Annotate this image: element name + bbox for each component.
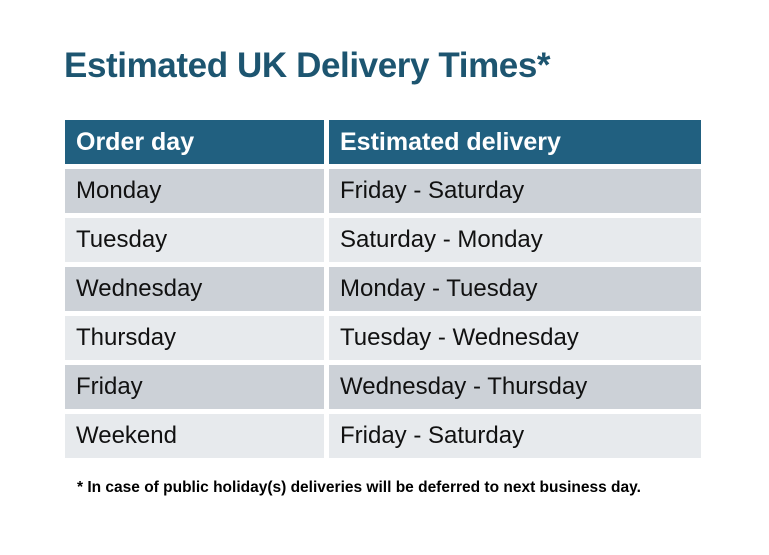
column-header-estimated-delivery: Estimated delivery: [329, 120, 701, 164]
cell-order-day: Thursday: [65, 316, 324, 360]
cell-order-day: Tuesday: [65, 218, 324, 262]
cell-order-day: Friday: [65, 365, 324, 409]
cell-order-day: Monday: [65, 169, 324, 213]
footnote: * In case of public holiday(s) deliverie…: [77, 479, 641, 496]
page-title: Estimated UK Delivery Times*: [64, 46, 551, 85]
cell-estimated-delivery: Tuesday - Wednesday: [329, 316, 701, 360]
cell-estimated-delivery: Wednesday - Thursday: [329, 365, 701, 409]
cell-estimated-delivery: Monday - Tuesday: [329, 267, 701, 311]
cell-estimated-delivery: Friday - Saturday: [329, 414, 701, 458]
cell-estimated-delivery: Friday - Saturday: [329, 169, 701, 213]
cell-order-day: Wednesday: [65, 267, 324, 311]
cell-estimated-delivery: Saturday - Monday: [329, 218, 701, 262]
cell-order-day: Weekend: [65, 414, 324, 458]
column-header-order-day: Order day: [65, 120, 324, 164]
delivery-times-table: Order day Estimated delivery Monday Frid…: [65, 120, 701, 458]
